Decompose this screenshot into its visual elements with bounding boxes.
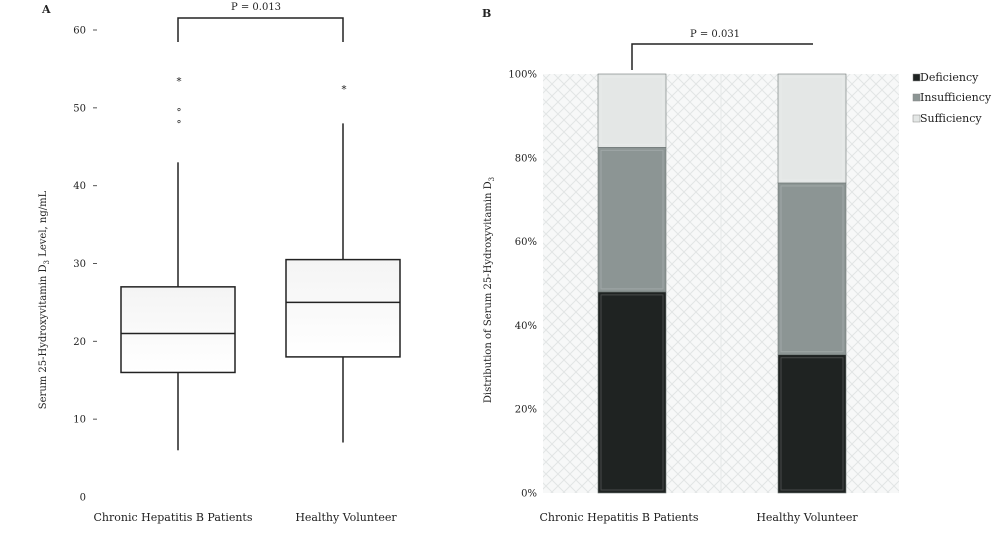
panel-a-y-tick-label-1: 10 [73,415,86,426]
panel-b-segment-bevel-1-0 [780,357,844,491]
panel-b-p-bracket: P = 0.031 [631,29,813,70]
panel-b-legend-swatch-0 [912,73,921,82]
panel-a-y-tick-label-2: 20 [73,337,86,348]
panel-a-category-label-1: Healthy Volunteer [295,511,397,524]
panel-a-box-1: * [285,84,401,443]
panel-b-y-axis-label: Distribution of Serum 25-Hydroxyvitamin … [483,177,496,403]
panel-a-y-axis-label: Serum 25-Hydroxyvitamin D3 Level, ng/mL [38,190,51,409]
panel-a-outlier-0-1: ° [177,108,182,119]
panel-a-category-labels: Chronic Hepatitis B Patients Healthy Volu… [93,511,397,524]
panel-a-bracket-line [177,17,344,42]
panel-b-category-label-0: Chronic Hepatitis B Patients [539,511,698,524]
panel-b-segment-1-1 [777,182,847,356]
panel-b-segment-bevel-0-2 [600,76,664,145]
panel-b-y-tick-label-1: 20% [515,405,537,416]
panel-b-letter: B [482,7,491,20]
panel-b-y-tick-label-0: 0% [521,489,537,500]
panel-b-segment-0-1 [597,147,667,293]
panel-b-segment-bevel-1-1 [780,185,844,353]
panel-a-y-tick-label-0: 0 [80,493,86,504]
panel-a-y-tick-label-5: 50 [73,103,86,114]
panel-b-y-tick-label-3: 60% [515,237,537,248]
panel-b-segment-bevel-0-1 [600,149,664,290]
panel-b-legend-label-1: Insufficiency [920,91,992,104]
panel-b-stacked-bar: B 0% 20% 40% 60% 80% 100% Distribution of Ser… [482,7,992,524]
panel-b-category-label-1: Healthy Volunteer [756,511,858,524]
panel-b-bracket-line [631,43,813,70]
panel-b-segment-1-2 [777,73,847,184]
panel-a-iqr-box-1 [285,258,401,358]
panel-a-boxes: °° * * [120,77,401,451]
panel-a-outlier-0-2: * [177,77,182,88]
panel-a-outlier-1-0: * [342,84,347,95]
panel-b-segment-1-0 [777,354,847,494]
panel-a-letter: A [41,3,51,16]
panel-b-legend: Deficiency Insufficiency Sufficiency [912,71,992,125]
panel-b-y-tick-label-5: 100% [508,70,537,81]
panel-b-segment-0-2 [597,73,667,148]
panel-b-bar-1 [777,73,847,494]
panel-b-y-axis-ticks: 0% 20% 40% 60% 80% 100% [508,70,537,500]
panel-a-y-axis-ticks: 0 10 20 30 40 50 60 [73,26,97,504]
panel-b-segment-bevel-0-0 [600,294,664,491]
panel-b-legend-label-2: Sufficiency [920,112,982,125]
panel-b-y-tick-label-2: 40% [515,321,537,332]
panel-b-legend-label-0: Deficiency [920,71,979,84]
panel-a-y-tick-label-3: 30 [73,259,86,270]
panel-b-legend-swatch-2 [912,114,921,123]
panel-b-p-value: P = 0.031 [690,29,740,40]
panel-a-y-tick-label-4: 40 [73,181,86,192]
panel-a-p-bracket: P = 0.013 [177,2,344,42]
panel-a-y-tick-label-6: 60 [73,26,86,37]
panel-b-y-tick-label-4: 80% [515,153,537,164]
panel-b-bars [597,73,847,494]
panel-b-legend-swatch-1 [912,93,921,102]
panel-a-outlier-0-0: ° [177,119,182,130]
panel-b-bar-0 [597,73,667,494]
panel-b-segment-0-0 [597,291,667,494]
panel-a-category-label-0: Chronic Hepatitis B Patients [93,511,252,524]
panel-a-boxplot: A 0 10 20 30 40 50 60 Serum 25-Hydroxyvitamin … [38,2,401,524]
panel-a-iqr-box-0 [120,286,236,374]
panel-b-category-labels: Chronic Hepatitis B Patients Healthy Volu… [539,511,858,524]
panel-b-segment-bevel-1-2 [780,76,844,181]
panel-a-box-0: °° * [120,77,236,451]
panel-a-p-value: P = 0.013 [231,2,281,13]
